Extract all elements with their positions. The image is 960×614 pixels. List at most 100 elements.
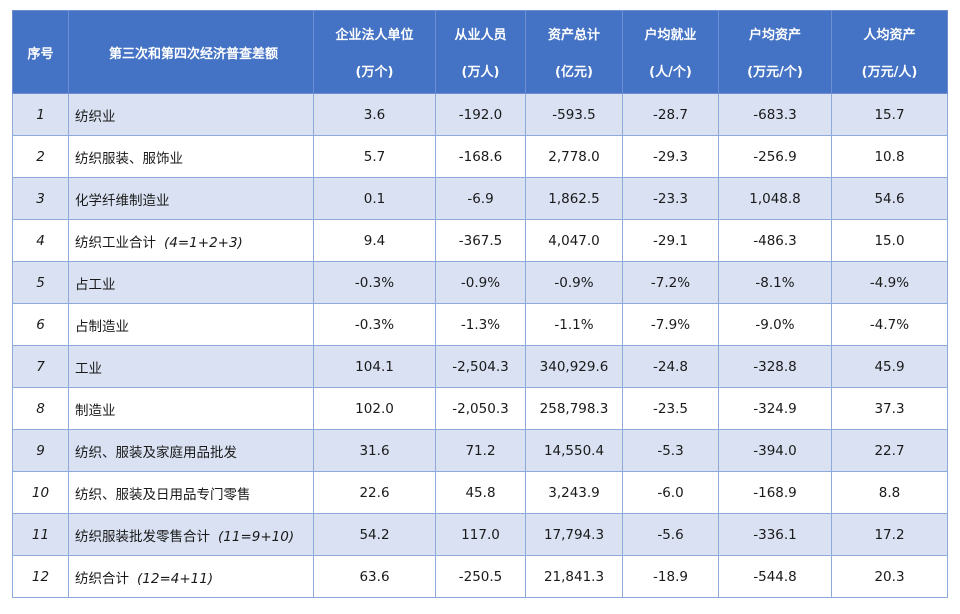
header-col-assets-per-person: 人均资产 (万元/人) bbox=[831, 10, 948, 94]
table-row: 9 纺织、服装及家庭用品批发 31.6 71.2 14,550.4 -5.3 -394.0 2… bbox=[12, 429, 948, 472]
row-value-cell: 21,841.3 bbox=[525, 555, 623, 598]
header-unit: (万元/人) bbox=[861, 65, 918, 80]
header-label: 户均就业 bbox=[644, 28, 697, 43]
row-value-cell: 5.7 bbox=[313, 135, 436, 178]
row-index: 12 bbox=[12, 555, 69, 598]
row-value-cell: -4.7% bbox=[831, 303, 948, 346]
row-formula: (4=1+2+3) bbox=[164, 234, 243, 251]
census-difference-table: 序号 第三次和第四次经济普查差额 企业法人单位 (万个) 从业人员 (万人) 资产总… bbox=[12, 10, 948, 598]
header-title: 第三次和第四次经济普查差额 bbox=[68, 10, 314, 94]
row-value-cell: 31.6 bbox=[313, 429, 436, 472]
row-value-cell: -29.1 bbox=[622, 219, 719, 262]
row-value-cell: 15.7 bbox=[831, 93, 948, 136]
header-unit: (万人) bbox=[461, 65, 500, 80]
table-row: 12 纺织合计 (12=4+11) 63.6 -250.5 21,841.3 -18.9 -5… bbox=[12, 555, 948, 598]
row-value-cell: 102.0 bbox=[313, 387, 436, 430]
row-value-cell: -1.3% bbox=[435, 303, 526, 346]
row-value-cell: 20.3 bbox=[831, 555, 948, 598]
row-value-cell: -486.3 bbox=[718, 219, 832, 262]
table-row: 1 纺织业 3.6 -192.0 -593.5 -28.7 -683.3 15.7 bbox=[12, 93, 948, 136]
row-value-cell: -6.9 bbox=[435, 177, 526, 220]
row-index: 11 bbox=[12, 513, 69, 556]
row-industry-cell: 纺织服装、服饰业 bbox=[68, 135, 314, 178]
row-value-cell: 258,798.3 bbox=[525, 387, 623, 430]
row-value-cell: 45.9 bbox=[831, 345, 948, 388]
row-value-cell: 340,929.6 bbox=[525, 345, 623, 388]
row-value-cell: 54.2 bbox=[313, 513, 436, 556]
table-row: 6 占制造业 -0.3% -1.3% -1.1% -7.9% -9.0% -4.7% bbox=[12, 303, 948, 346]
row-value-cell: 117.0 bbox=[435, 513, 526, 556]
row-value-cell: -192.0 bbox=[435, 93, 526, 136]
row-industry-cell: 纺织、服装及日用品专门零售 bbox=[68, 471, 314, 514]
row-industry-name: 占工业 bbox=[75, 276, 116, 293]
header-label: 从业人员 bbox=[454, 28, 507, 43]
header-unit: (亿元) bbox=[555, 65, 593, 80]
row-industry-cell: 纺织业 bbox=[68, 93, 314, 136]
table-row: 8 制造业 102.0 -2,050.3 258,798.3 -23.5 -324.9 37.… bbox=[12, 387, 948, 430]
row-value-cell: 15.0 bbox=[831, 219, 948, 262]
row-industry-cell: 占制造业 bbox=[68, 303, 314, 346]
row-value-cell: -544.8 bbox=[718, 555, 832, 598]
row-value-cell: -7.2% bbox=[622, 261, 719, 304]
row-value-cell: 63.6 bbox=[313, 555, 436, 598]
header-col-employment-per-unit: 户均就业 (人/个) bbox=[622, 10, 719, 94]
row-value-cell: 10.8 bbox=[831, 135, 948, 178]
row-index: 10 bbox=[12, 471, 69, 514]
header-label: 资产总计 bbox=[547, 28, 600, 43]
row-value-cell: 71.2 bbox=[435, 429, 526, 472]
row-value-cell: -683.3 bbox=[718, 93, 832, 136]
row-value-cell: -18.9 bbox=[622, 555, 719, 598]
row-industry-cell: 纺织合计 (12=4+11) bbox=[68, 555, 314, 598]
row-value-cell: 3.6 bbox=[313, 93, 436, 136]
row-value-cell: -9.0% bbox=[718, 303, 832, 346]
row-value-cell: -7.9% bbox=[622, 303, 719, 346]
row-formula: (12=4+11) bbox=[137, 570, 214, 587]
row-industry-name: 纺织合计 bbox=[75, 570, 129, 587]
row-industry-name: 纺织服装批发零售合计 bbox=[75, 528, 210, 545]
table-row: 5 占工业 -0.3% -0.9% -0.9% -7.2% -8.1% -4.9% bbox=[12, 261, 948, 304]
row-value-cell: -24.8 bbox=[622, 345, 719, 388]
row-industry-name: 纺织业 bbox=[75, 108, 116, 125]
row-value-cell: -6.0 bbox=[622, 471, 719, 514]
row-value-cell: -23.5 bbox=[622, 387, 719, 430]
row-industry-name: 纺织、服装及日用品专门零售 bbox=[75, 486, 251, 503]
row-value-cell: 45.8 bbox=[435, 471, 526, 514]
row-value-cell: -336.1 bbox=[718, 513, 832, 556]
row-index: 2 bbox=[12, 135, 69, 178]
row-index: 7 bbox=[12, 345, 69, 388]
row-industry-name: 制造业 bbox=[75, 402, 116, 419]
row-value-cell: -328.8 bbox=[718, 345, 832, 388]
header-col-assets-per-unit: 户均资产 (万元/个) bbox=[718, 10, 832, 94]
row-value-cell: -394.0 bbox=[718, 429, 832, 472]
row-value-cell: -0.3% bbox=[313, 261, 436, 304]
row-value-cell: 54.6 bbox=[831, 177, 948, 220]
row-value-cell: -593.5 bbox=[525, 93, 623, 136]
row-value-cell: -324.9 bbox=[718, 387, 832, 430]
census-difference-table-container: 序号 第三次和第四次经济普查差额 企业法人单位 (万个) 从业人员 (万人) 资产总… bbox=[12, 10, 948, 598]
row-value-cell: 2,778.0 bbox=[525, 135, 623, 178]
row-value-cell: -256.9 bbox=[718, 135, 832, 178]
header-label: 人均资产 bbox=[863, 28, 916, 43]
row-value-cell: -23.3 bbox=[622, 177, 719, 220]
row-industry-name: 纺织服装、服饰业 bbox=[75, 150, 183, 167]
row-value-cell: -2,050.3 bbox=[435, 387, 526, 430]
row-index: 1 bbox=[12, 93, 69, 136]
table-row: 7 工业 104.1 -2,504.3 340,929.6 -24.8 -328.8 45.9 bbox=[12, 345, 948, 388]
row-index: 4 bbox=[12, 219, 69, 262]
table-row: 2 纺织服装、服饰业 5.7 -168.6 2,778.0 -29.3 -256.9 10.8 bbox=[12, 135, 948, 178]
row-industry-name: 化学纤维制造业 bbox=[75, 192, 170, 209]
row-value-cell: 0.1 bbox=[313, 177, 436, 220]
row-value-cell: -168.9 bbox=[718, 471, 832, 514]
row-value-cell: -5.6 bbox=[622, 513, 719, 556]
header-col-enterprises: 企业法人单位 (万个) bbox=[313, 10, 436, 94]
row-value-cell: -28.7 bbox=[622, 93, 719, 136]
header-unit: (万个) bbox=[355, 65, 394, 80]
row-value-cell: 22.6 bbox=[313, 471, 436, 514]
row-industry-cell: 制造业 bbox=[68, 387, 314, 430]
row-value-cell: -1.1% bbox=[525, 303, 623, 346]
table-row: 3 化学纤维制造业 0.1 -6.9 1,862.5 -23.3 1,048.8 54.6 bbox=[12, 177, 948, 220]
row-industry-cell: 工业 bbox=[68, 345, 314, 388]
row-industry-cell: 占工业 bbox=[68, 261, 314, 304]
header-unit: (人/个) bbox=[649, 65, 692, 80]
row-index: 8 bbox=[12, 387, 69, 430]
